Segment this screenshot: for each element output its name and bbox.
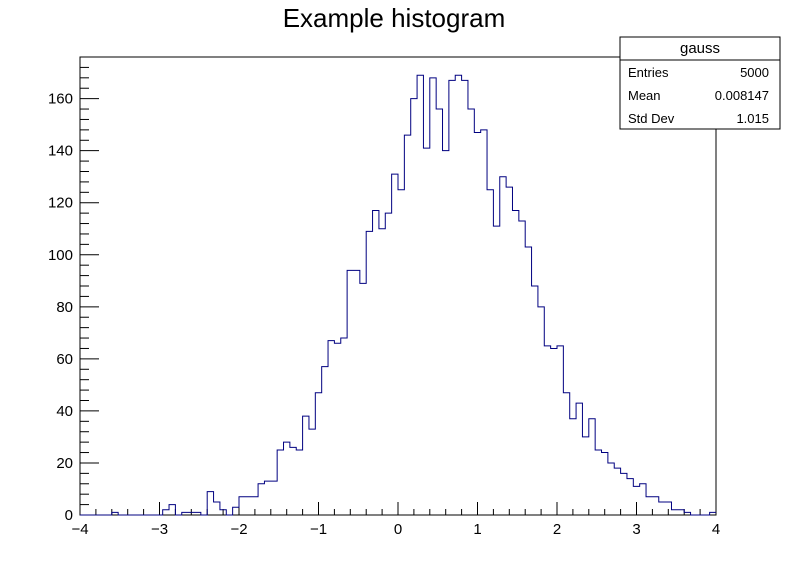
x-tick-label: 4: [712, 521, 720, 538]
y-tick-label: 120: [48, 195, 73, 212]
stats-entries-value: 5000: [740, 65, 769, 80]
y-tick-label: 160: [48, 91, 73, 108]
x-tick-label: 2: [553, 521, 561, 538]
stats-mean-label: Mean: [628, 88, 661, 103]
x-axis-tick-labels: −4 −3 −2 −1 0 1 2 3 4: [71, 521, 720, 538]
stats-box-title: gauss: [680, 40, 720, 57]
histogram-series-line: [80, 74, 716, 516]
stats-box-frame: [619, 36, 781, 130]
x-tick-label: −4: [71, 521, 88, 538]
x-tick-label: −2: [230, 521, 247, 538]
x-tick-label: 1: [473, 521, 481, 538]
stats-stddev-label: Std Dev: [628, 111, 675, 126]
y-tick-label: 20: [56, 455, 73, 472]
stats-mean-value: 0.008147: [715, 88, 769, 103]
x-tick-label: −3: [151, 521, 168, 538]
y-tick-label: 140: [48, 143, 73, 160]
y-tick-label: 0: [65, 507, 73, 524]
x-tick-label: −1: [310, 521, 327, 538]
chart-title: Example histogram: [283, 3, 506, 33]
y-tick-label: 100: [48, 247, 73, 264]
x-tick-label: 0: [394, 521, 402, 538]
y-axis-tick-labels: 0 20 40 60 80 100 120 140 160: [48, 91, 73, 524]
stats-box: gauss Entries 5000 Mean 0.008147 Std Dev…: [619, 36, 781, 130]
stats-stddev-value: 1.015: [736, 111, 769, 126]
y-tick-label: 80: [56, 299, 73, 316]
y-tick-label: 60: [56, 351, 73, 368]
stats-entries-label: Entries: [628, 65, 669, 80]
y-tick-label: 40: [56, 403, 73, 420]
x-tick-label: 3: [632, 521, 640, 538]
